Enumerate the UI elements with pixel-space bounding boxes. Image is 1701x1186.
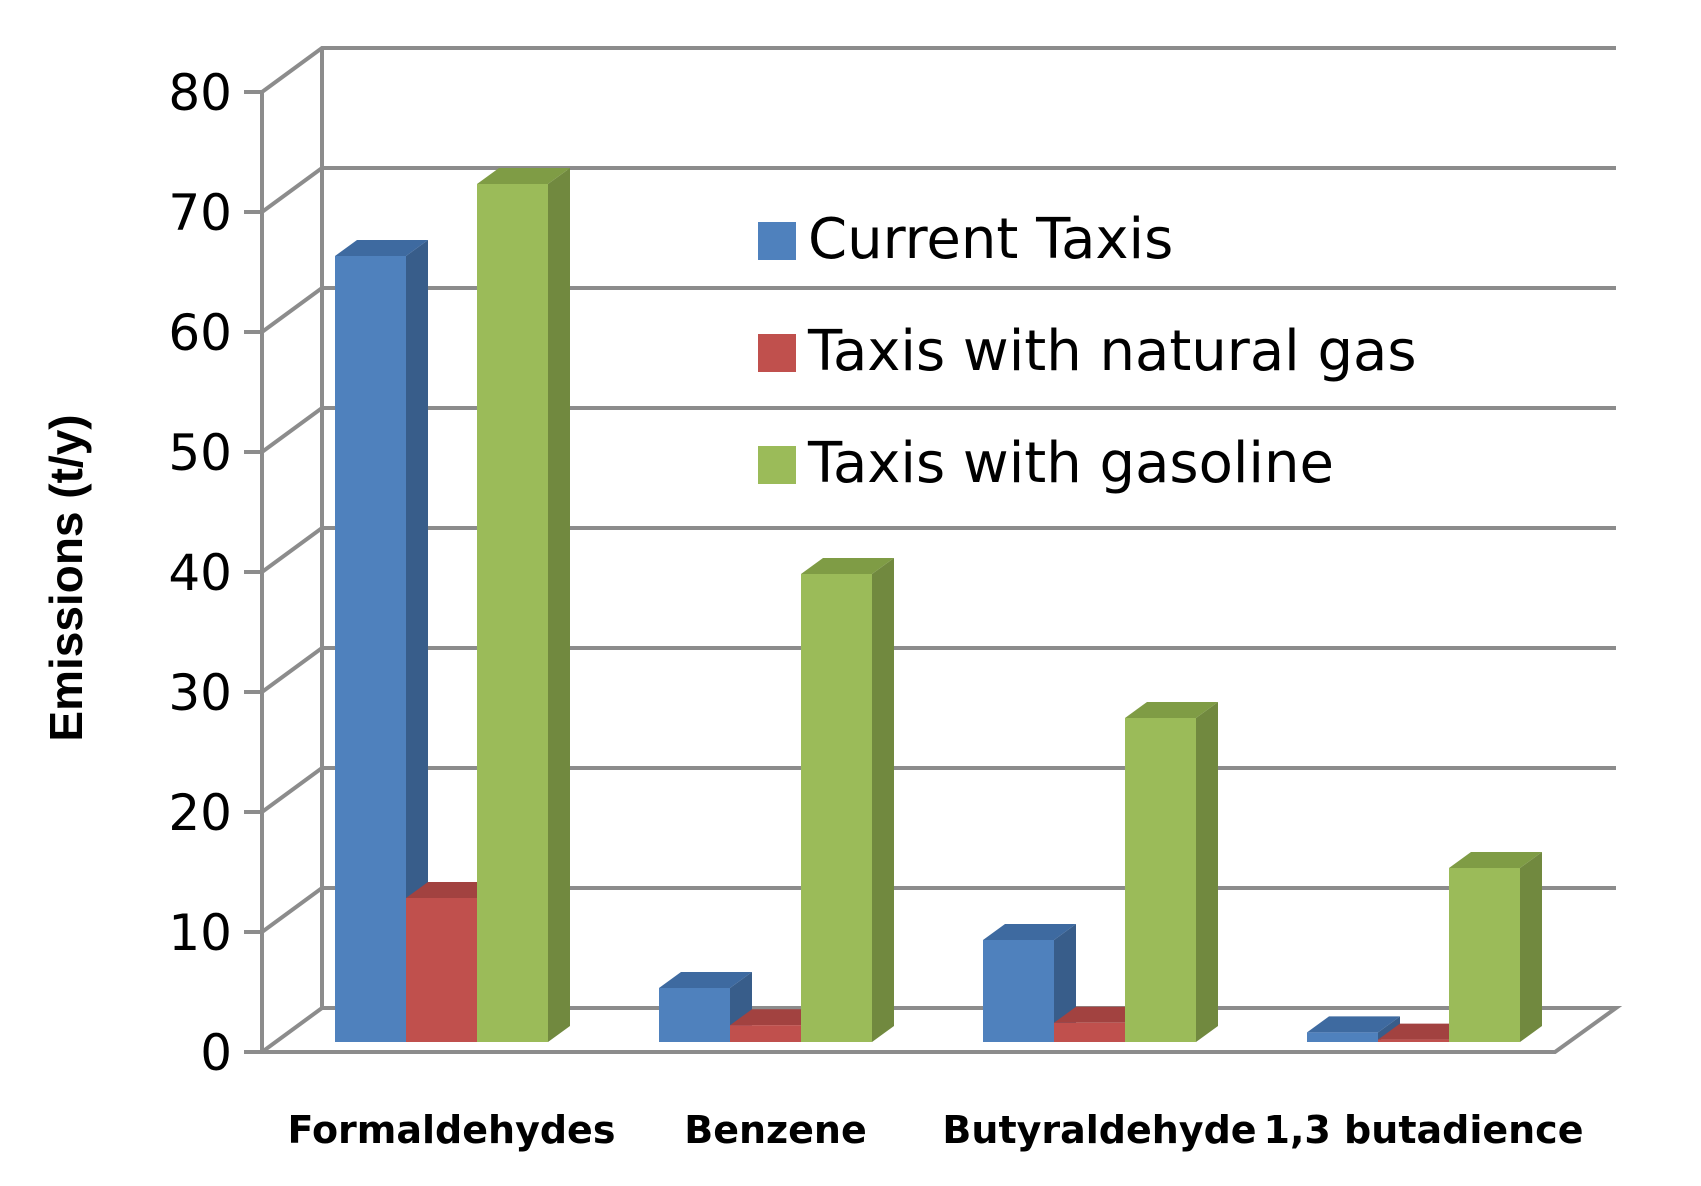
- bar: [477, 168, 570, 1042]
- bar-side: [406, 240, 428, 1042]
- gridline: [260, 286, 1616, 334]
- bar-top: [1449, 852, 1542, 868]
- bar-front: [983, 940, 1054, 1042]
- bar-top: [1054, 1006, 1147, 1023]
- bars: [335, 168, 1542, 1042]
- bar-front: [1307, 1032, 1378, 1042]
- bar-front: [730, 1025, 801, 1042]
- chart-floor: [255, 1006, 1623, 1054]
- bar-front: [1378, 1039, 1449, 1042]
- bar-side: [1520, 852, 1542, 1042]
- bar-top: [477, 168, 570, 184]
- bar-top: [1125, 702, 1218, 718]
- gridline: [260, 526, 1616, 574]
- gridline: [260, 46, 1616, 94]
- legend-swatch: [758, 334, 796, 372]
- legend-swatch: [758, 222, 796, 260]
- bar-top: [406, 882, 499, 898]
- y-tick-label: 70: [168, 184, 232, 242]
- bar-top: [801, 558, 894, 574]
- y-tick-label: 20: [168, 784, 232, 842]
- x-tick-label: Butyraldehyde: [942, 1108, 1256, 1152]
- bar-top: [983, 924, 1076, 940]
- x-tick-label: 1,3 butadience: [1264, 1108, 1584, 1152]
- bar-top: [1307, 1016, 1400, 1033]
- y-tick-label: 60: [168, 304, 232, 362]
- bar: [1449, 852, 1542, 1042]
- bar-front: [406, 898, 477, 1042]
- y-tick-label: 80: [168, 64, 232, 122]
- bar-front: [1125, 718, 1196, 1042]
- bar-top: [335, 240, 428, 256]
- bar: [1125, 702, 1218, 1042]
- bar-front: [1449, 868, 1520, 1042]
- bar-front: [659, 988, 730, 1042]
- bar: [335, 240, 428, 1042]
- bar-side: [872, 558, 894, 1042]
- bar-side: [548, 168, 570, 1042]
- gridline: [260, 406, 1616, 454]
- bar-front: [1054, 1022, 1125, 1042]
- x-axis-labels: Formaldehydes Benzene Butyraldehyde 1,3 but…: [288, 1108, 1584, 1152]
- y-axis: 0 10 20 30 40 50 60 70 80: [168, 64, 264, 1082]
- bar-front: [801, 574, 872, 1042]
- y-axis-label: Emissions (t/y): [40, 414, 92, 741]
- x-tick-label: Benzene: [684, 1108, 867, 1152]
- x-tick-label: Formaldehydes: [288, 1108, 616, 1152]
- gridline: [260, 646, 1616, 694]
- y-tick-label: 40: [168, 544, 232, 602]
- floor-outline: [255, 1006, 1623, 1054]
- y-tick-label: 0: [200, 1024, 232, 1082]
- bar-side: [1196, 702, 1218, 1042]
- bar: [983, 924, 1076, 1042]
- y-tick-label: 30: [168, 664, 232, 722]
- y-tick-label: 50: [168, 424, 232, 482]
- legend: Current Taxis Taxis with natural gas Taxis…: [758, 207, 1417, 496]
- bar-front: [477, 184, 548, 1042]
- legend-label: Taxis with natural gas: [807, 319, 1417, 384]
- legend-label: Taxis with gasoline: [807, 431, 1334, 496]
- bar-top: [1378, 1023, 1471, 1040]
- bar-top: [730, 1009, 823, 1026]
- legend-item: Taxis with gasoline: [758, 431, 1334, 496]
- gridline: [260, 166, 1616, 214]
- legend-item: Taxis with natural gas: [758, 319, 1417, 384]
- bar-top: [659, 972, 752, 988]
- legend-item: Current Taxis: [758, 207, 1173, 272]
- y-tick-label: 10: [168, 904, 232, 962]
- legend-swatch: [758, 446, 796, 484]
- gridline: [260, 766, 1616, 814]
- legend-label: Current Taxis: [808, 207, 1173, 272]
- bar-front: [335, 256, 406, 1042]
- bar: [801, 558, 894, 1042]
- gridlines: [260, 46, 1616, 1008]
